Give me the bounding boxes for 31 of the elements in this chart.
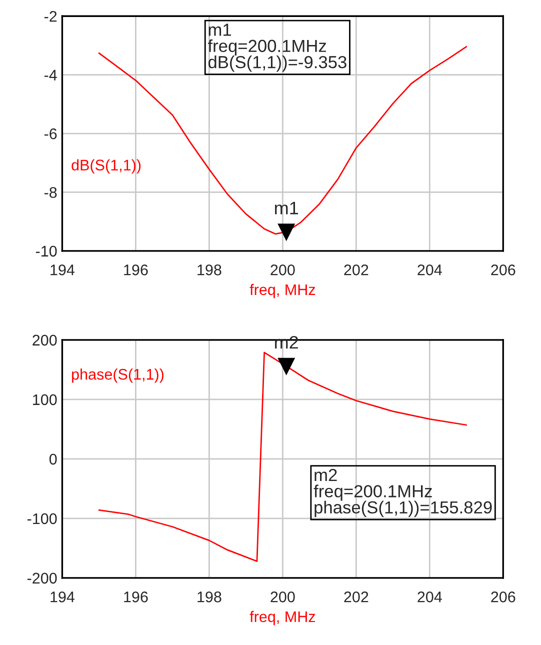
- x-tick-label: 204: [418, 264, 442, 276]
- y-tick-label: 200: [32, 334, 57, 346]
- text: dB(S(1,1)): [72, 159, 141, 174]
- x-tick-label: 202: [344, 264, 368, 276]
- x-tick-label: 200: [270, 592, 295, 602]
- x-tick-label: 198: [198, 264, 222, 276]
- x-tick-label: 204: [418, 592, 442, 602]
- y-tick-label: -100: [27, 513, 57, 524]
- y-tick-label: 0: [49, 454, 57, 465]
- y-tick-label: -200: [27, 572, 57, 584]
- text: phase(S(1,1)): [72, 368, 164, 383]
- annotation: m1 freq=200.1MHz dB(S(1,1))=-9.353: [208, 24, 346, 72]
- y-tick-label: -6: [44, 128, 57, 140]
- annotation: m2 freq=200.1MHz phase(S(1,1))=155.829: [314, 468, 492, 517]
- x-tick-label: 194: [50, 264, 75, 276]
- x-axis-title: freq, MHz: [250, 610, 316, 626]
- x-tick-label: 200: [270, 264, 295, 276]
- x-axis-title: freq, MHz: [250, 284, 316, 298]
- y-tick-label: -2: [44, 10, 57, 22]
- x-tick-label: 198: [198, 592, 222, 602]
- x-tick-label: 206: [491, 592, 516, 602]
- x-tick-label: 194: [50, 592, 75, 602]
- x-tick-label: 196: [124, 264, 148, 276]
- y-tick-label: 100: [33, 394, 57, 406]
- y-tick-label: -8: [44, 187, 57, 198]
- y-tick-label: -10: [36, 246, 57, 257]
- annotation: m1: [275, 202, 298, 214]
- x-tick-label: 196: [124, 592, 148, 602]
- y-tick-label: -4: [44, 70, 57, 80]
- x-tick-label: 202: [344, 592, 368, 602]
- x-tick-label: 206: [491, 264, 516, 276]
